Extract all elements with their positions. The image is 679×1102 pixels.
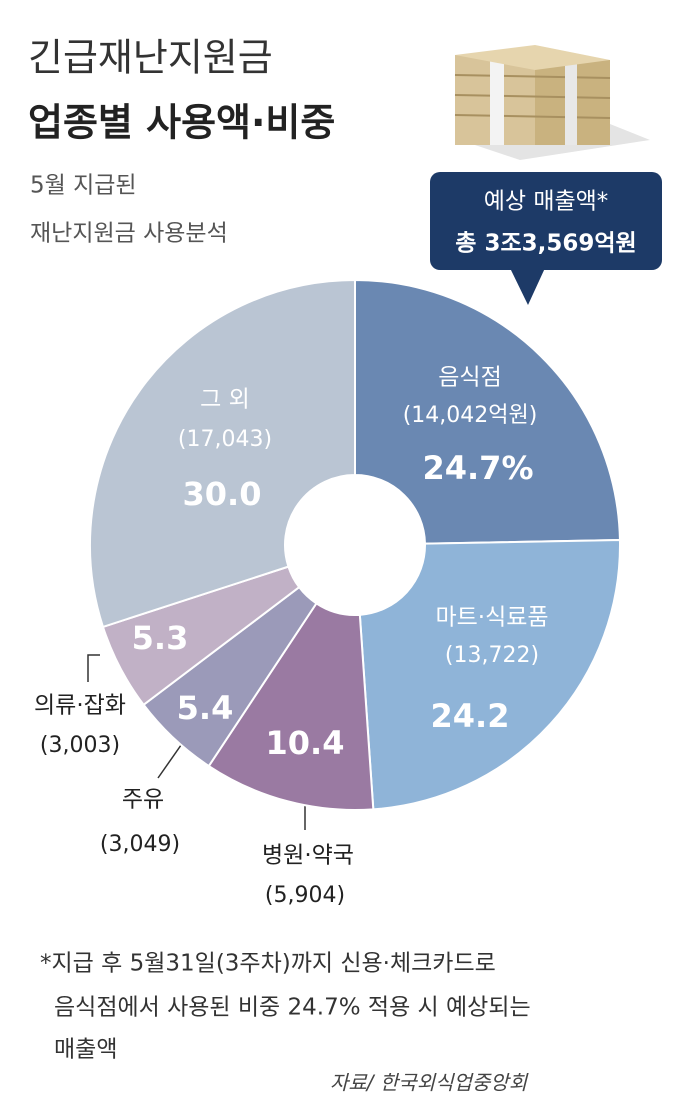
slice-name: 그 외 <box>200 387 250 413</box>
slice-amount: (14,042억원) <box>403 403 538 428</box>
value-label: 24.7% <box>422 449 533 487</box>
slice-amount: (3,003) <box>40 733 120 758</box>
slice-amount: (17,043) <box>178 427 272 452</box>
slice-name: 병원·약국 <box>262 843 354 869</box>
slice <box>89 278 356 629</box>
slice-amount: (3,049) <box>100 832 180 857</box>
title-line: 업종별 사용액·비중 <box>28 101 335 145</box>
callout-line: 총 3조3,569억원 <box>455 231 636 257</box>
slice-name: 주유 <box>122 787 164 813</box>
money-icon <box>454 45 650 160</box>
source: 자료/ 한국외식업중앙회 <box>330 1071 529 1095</box>
slice <box>358 538 621 811</box>
subtitle-line: 재난지원금 사용분석 <box>30 221 228 247</box>
footnote-line: 매출액 <box>54 1037 117 1063</box>
callout <box>430 172 662 305</box>
footnote-line: 음식점에서 사용된 비중 24.7% 적용 시 예상되는 <box>54 995 531 1021</box>
footnote-line: *지급 후 5월31일(3주차)까지 신용·체크카드로 <box>40 951 496 977</box>
value-label: 30.0 <box>183 475 262 513</box>
slice-name: 음식점 <box>438 365 501 391</box>
slice-name: 마트·식료품 <box>435 605 548 631</box>
subtitle-line: 5월 지급된 <box>30 173 137 199</box>
value-label: 5.3 <box>132 619 189 657</box>
callout-line: 예상 매출액* <box>484 189 609 215</box>
value-label: 10.4 <box>266 724 345 762</box>
slice-amount: (13,722) <box>445 643 539 668</box>
slice-amount: (5,904) <box>265 883 345 908</box>
slice-name: 의류·잡화 <box>34 693 126 719</box>
value-label: 5.4 <box>177 689 234 727</box>
title-line: 긴급재난지원금 <box>28 36 273 80</box>
value-label: 24.2 <box>431 697 510 735</box>
slice <box>207 601 375 811</box>
slice <box>354 278 621 545</box>
